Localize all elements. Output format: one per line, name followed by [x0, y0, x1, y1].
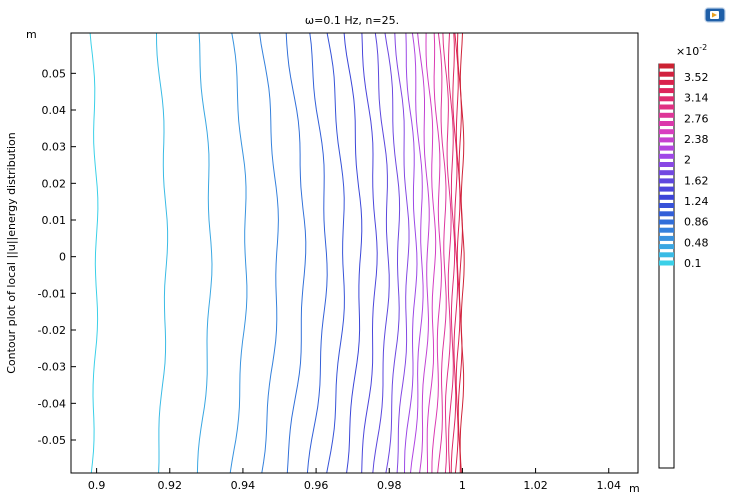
contour-line — [410, 32, 424, 474]
colorbar-band — [659, 235, 674, 241]
x-tick-label: 1 — [459, 479, 466, 492]
contour-line — [306, 32, 328, 474]
x-tick-label: 0.96 — [304, 479, 329, 492]
y-tick-label: 0 — [59, 251, 66, 264]
colorbar-band — [659, 88, 674, 94]
contour-line — [437, 32, 447, 474]
colorbar-band — [659, 145, 674, 151]
colorbar-band — [659, 211, 674, 217]
y-tick-label: 0.01 — [42, 214, 67, 227]
x-tick-label: 1.02 — [523, 479, 548, 492]
colorbar-band — [659, 170, 674, 176]
contour-line — [229, 32, 248, 474]
colorbar-band — [659, 96, 674, 102]
y-tick-label: -0.04 — [38, 397, 66, 410]
contour-line — [417, 32, 430, 474]
y-tick-label: -0.05 — [38, 434, 66, 447]
contour-line — [404, 32, 418, 474]
y-tick-label: -0.01 — [38, 287, 66, 300]
colorbar-band — [659, 104, 674, 110]
colorbar-tick-label: 3.52 — [684, 71, 709, 84]
colorbar-band — [659, 219, 674, 225]
colorbar-bands — [659, 63, 674, 266]
colorbar-tick-label: 0.48 — [684, 236, 709, 249]
colorbar-tick-label: 0.86 — [684, 216, 709, 229]
colorbar-band — [659, 153, 674, 159]
x-tick-label: 0.9 — [88, 479, 106, 492]
contour-lines — [89, 32, 465, 474]
contour-line — [450, 32, 459, 474]
contour-line — [196, 32, 213, 474]
colorbar-multiplier: ×10-2 — [676, 43, 707, 58]
contour-line — [384, 32, 401, 474]
colorbar-band — [659, 186, 674, 192]
contour-line — [459, 32, 465, 474]
colorbar-band — [659, 194, 674, 200]
y-axis-ticks: 0.05 0.04 0.03 0.02 0.01 0 -0.01 -0.02 -0.03 -0.0… — [38, 67, 76, 447]
contour-line — [285, 32, 307, 474]
y-tick-label: 0.03 — [42, 141, 67, 154]
contour-line — [259, 32, 279, 474]
contour-line — [343, 32, 363, 474]
plot-title: ω=0.1 Hz, n=25. — [305, 14, 399, 27]
contour-line — [431, 32, 443, 474]
x-tick-label: 0.92 — [158, 479, 183, 492]
app-logo-icon[interactable] — [704, 6, 726, 24]
colorbar-band — [659, 260, 674, 266]
colorbar-band — [659, 162, 674, 167]
y-tick-label: 0.05 — [42, 67, 67, 80]
x-unit-label: m — [629, 482, 640, 495]
contour-line — [425, 32, 437, 473]
colorbar-band — [659, 63, 674, 69]
contour-line — [454, 32, 461, 474]
x-tick-label: 0.98 — [377, 479, 402, 492]
x-tick-label: 0.94 — [231, 479, 256, 492]
colorbar-band — [659, 137, 674, 143]
contour-line — [442, 32, 452, 474]
y-unit-label: m — [26, 28, 37, 41]
colorbar-band — [659, 203, 674, 208]
colorbar-band — [659, 252, 674, 258]
contour-line — [456, 32, 463, 474]
y-tick-label: 0.02 — [42, 177, 67, 190]
contour-line — [156, 32, 169, 474]
colorbar-band — [659, 244, 674, 250]
colorbar-band — [659, 178, 674, 184]
colorbar-tick-label: 2.76 — [684, 112, 709, 125]
contour-line — [447, 32, 456, 474]
colorbar-labels: 3.52 3.14 2.76 2.38 2 1.62 1.24 0.86 0.48 0.1 — [684, 71, 709, 270]
colorbar-band — [659, 79, 674, 85]
colorbar-band — [659, 71, 674, 77]
contour-line — [326, 32, 345, 474]
y-tick-label: -0.03 — [38, 361, 66, 374]
colorbar-tick-label: 1.24 — [684, 195, 709, 208]
x-axis-ticks: 0.9 0.92 0.94 0.96 0.98 1 1.02 1.04 — [88, 468, 621, 492]
plot-frame — [70, 32, 639, 474]
colorbar-band — [659, 227, 674, 233]
colorbar-band — [659, 129, 674, 135]
colorbar-tick-label: 0.1 — [684, 257, 702, 270]
contour-line — [361, 32, 378, 474]
y-axis-label: Contour plot of local ||u||energy distri… — [5, 132, 18, 374]
colorbar-band — [659, 121, 674, 126]
colorbar-tick-label: 2.38 — [684, 133, 709, 146]
colorbar-band — [659, 112, 674, 118]
y-tick-label: 0.04 — [42, 104, 67, 117]
colorbar: ×10-2 3.52 3.14 2.76 2.38 2 1.62 1.24 0.86 0.48 0… — [658, 43, 709, 469]
contour-line — [89, 32, 99, 474]
colorbar-tick-label: 3.14 — [684, 92, 709, 105]
colorbar-tick-label: 1.62 — [684, 174, 709, 187]
contour-line — [372, 32, 390, 474]
colorbar-tick-label: 2 — [684, 154, 691, 167]
x-tick-label: 1.04 — [596, 479, 621, 492]
y-tick-label: -0.02 — [38, 324, 66, 337]
contour-line — [394, 32, 410, 474]
